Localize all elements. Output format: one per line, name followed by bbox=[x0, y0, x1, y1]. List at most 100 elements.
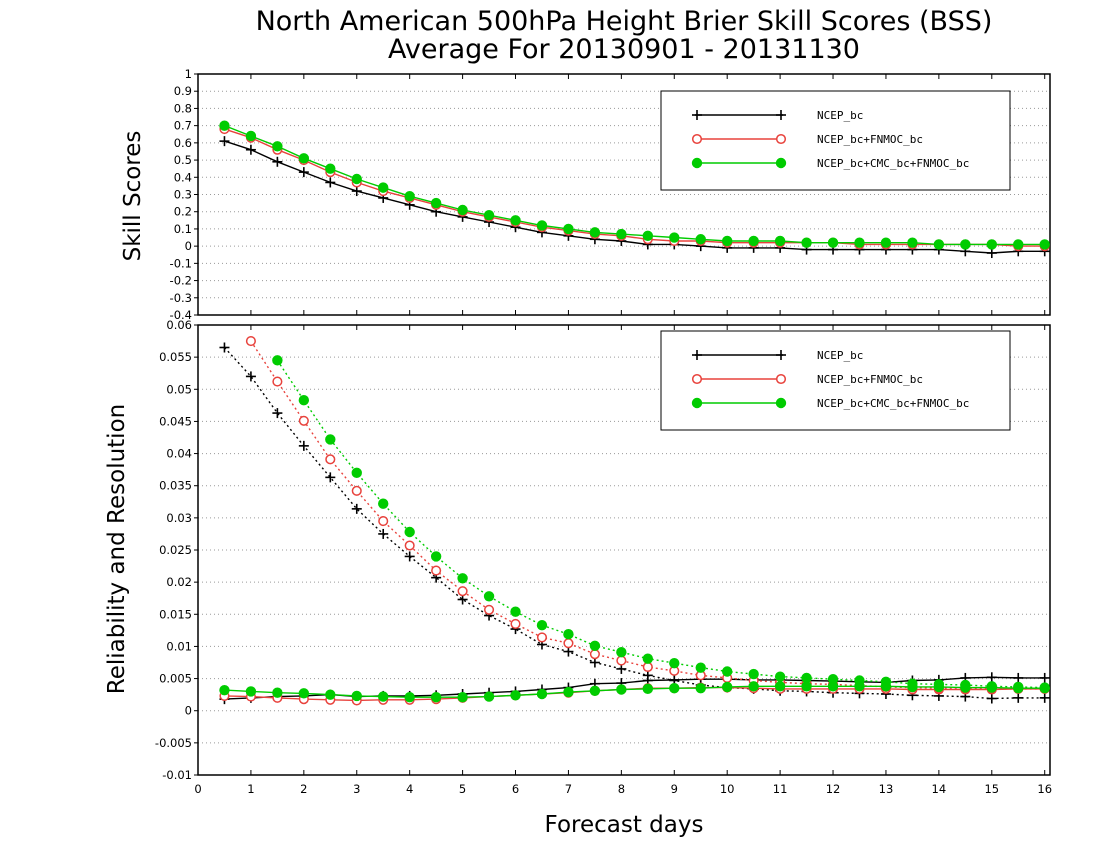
data-point-marker bbox=[1039, 692, 1050, 703]
data-point-marker bbox=[351, 173, 362, 185]
y-tick-label: 1 bbox=[185, 67, 192, 81]
data-point-marker bbox=[986, 672, 997, 683]
data-point-marker bbox=[245, 371, 256, 382]
data-point-marker bbox=[245, 130, 257, 142]
y-tick-label: 0 bbox=[185, 704, 192, 718]
data-point-marker bbox=[933, 239, 945, 250]
data-point-marker bbox=[669, 683, 680, 694]
x-tick-label: 14 bbox=[932, 782, 947, 796]
data-point-marker bbox=[219, 136, 230, 147]
data-point-marker bbox=[325, 434, 336, 445]
data-point-marker bbox=[692, 350, 702, 360]
x-tick-label: 3 bbox=[353, 782, 360, 796]
data-point-marker bbox=[404, 551, 415, 562]
data-point-marker bbox=[1013, 672, 1024, 683]
x-tick-label: 8 bbox=[618, 782, 625, 796]
legend-label: NCEP_bc bbox=[817, 349, 863, 362]
data-point-marker bbox=[933, 679, 945, 690]
data-point-marker bbox=[245, 144, 256, 155]
data-point-marker bbox=[616, 684, 627, 695]
data-point-marker bbox=[691, 133, 703, 145]
data-point-marker bbox=[457, 573, 468, 584]
data-point-marker bbox=[1013, 681, 1024, 693]
data-point-marker bbox=[986, 248, 997, 259]
data-point-marker bbox=[457, 586, 468, 597]
legend-box bbox=[660, 330, 1011, 431]
data-point-marker bbox=[404, 191, 415, 202]
data-point-marker bbox=[272, 687, 283, 698]
y-tick-label: 0.015 bbox=[159, 607, 192, 621]
data-point-marker bbox=[907, 237, 918, 248]
legend-item: NCEP_bc+FNMOC_bc bbox=[691, 373, 923, 386]
data-point-marker bbox=[776, 350, 786, 360]
x-tick-label: 11 bbox=[773, 782, 788, 796]
legend-label: NCEP_bc+FNMOC_bc bbox=[817, 133, 923, 146]
data-point-marker bbox=[563, 629, 574, 640]
data-point-marker bbox=[272, 156, 283, 167]
bottom-y-axis-title: Reliability and Resolution bbox=[104, 404, 130, 694]
data-point-marker bbox=[378, 516, 389, 527]
y-tick-label: 0.02 bbox=[166, 575, 192, 589]
data-point-marker bbox=[245, 336, 256, 347]
data-point-marker bbox=[272, 376, 283, 387]
data-point-marker bbox=[245, 686, 257, 697]
data-point-marker bbox=[1013, 692, 1024, 703]
data-point-marker bbox=[721, 235, 733, 247]
data-point-marker bbox=[325, 454, 336, 465]
data-point-marker bbox=[695, 662, 706, 673]
data-point-marker bbox=[642, 683, 654, 695]
data-point-marker bbox=[775, 157, 787, 169]
y-tick-label: 0.1 bbox=[174, 222, 192, 236]
data-point-marker bbox=[325, 689, 336, 700]
skill-score-panel: -0.4 -0.3 -0.2 -0.1 0 0.1 0.2 0.3 0.4 0.5 0.6 0.7 0.… bbox=[170, 67, 1051, 322]
data-point-marker bbox=[695, 683, 706, 694]
legend-item: NCEP_bc bbox=[692, 109, 863, 122]
y-tick-label: -0.2 bbox=[170, 274, 192, 288]
data-point-marker bbox=[510, 618, 521, 629]
y-tick-label: -0.005 bbox=[155, 736, 192, 750]
x-tick-label: 6 bbox=[512, 782, 519, 796]
x-tick-label: 5 bbox=[459, 782, 466, 796]
data-point-marker bbox=[510, 606, 521, 617]
data-point-marker bbox=[589, 227, 601, 238]
data-point-marker bbox=[563, 223, 574, 235]
chart-title: North American 500hPa Height Brier Skill… bbox=[256, 6, 993, 37]
data-point-marker bbox=[378, 182, 389, 193]
data-point-marker bbox=[669, 657, 680, 669]
series-line bbox=[219, 120, 1050, 250]
y-tick-label: 0.045 bbox=[159, 414, 192, 428]
x-tick-label: 2 bbox=[300, 782, 307, 796]
y-tick-label: 0.005 bbox=[159, 672, 192, 686]
data-point-marker bbox=[483, 691, 495, 702]
legend: NCEP_bc NCEP_bc+FNMOC_bc NCEP_bc+CMC_bc+FN… bbox=[660, 330, 1011, 431]
y-tick-label: -0.1 bbox=[170, 256, 192, 270]
data-point-marker bbox=[721, 681, 733, 693]
data-point-marker bbox=[1039, 682, 1050, 693]
data-point-marker bbox=[272, 141, 283, 152]
data-point-marker bbox=[960, 679, 971, 691]
x-axis-title: Forecast days bbox=[545, 812, 704, 838]
y-tick-label: 0.055 bbox=[159, 350, 192, 364]
data-point-marker bbox=[298, 415, 309, 426]
data-point-marker bbox=[378, 528, 389, 539]
data-point-marker bbox=[536, 632, 548, 643]
x-tick-label: 13 bbox=[879, 782, 894, 796]
top-y-axis-title: Skill Scores bbox=[120, 131, 146, 262]
data-point-marker bbox=[854, 237, 865, 248]
y-tick-label: 0.3 bbox=[174, 188, 192, 202]
data-point-marker bbox=[298, 440, 309, 451]
chart-subtitle: Average For 20130901 - 20131130 bbox=[388, 34, 860, 65]
data-point-marker bbox=[404, 692, 415, 703]
data-point-marker bbox=[351, 186, 362, 197]
data-point-marker bbox=[563, 638, 574, 649]
data-point-marker bbox=[907, 678, 918, 689]
data-point-marker bbox=[642, 653, 654, 664]
data-point-marker bbox=[691, 373, 703, 385]
data-point-marker bbox=[483, 591, 495, 602]
data-point-marker bbox=[827, 674, 839, 685]
legend-label: NCEP_bc bbox=[817, 109, 863, 122]
data-point-marker bbox=[669, 232, 680, 243]
x-tick-label: 15 bbox=[984, 782, 999, 796]
data-point-marker bbox=[721, 666, 733, 677]
data-point-marker bbox=[776, 110, 786, 120]
